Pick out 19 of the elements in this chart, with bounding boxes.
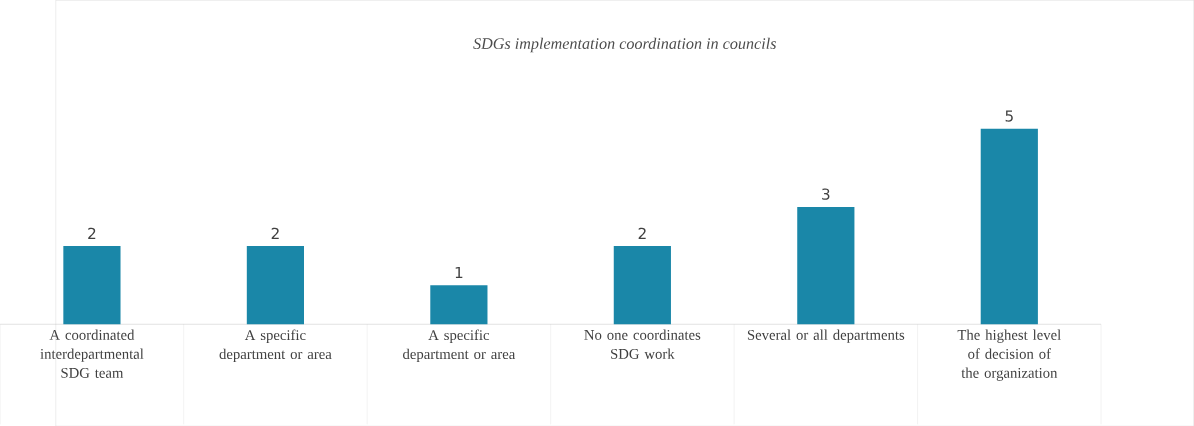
bar bbox=[980, 128, 1038, 325]
bar bbox=[797, 206, 855, 325]
data-label: 2 bbox=[638, 227, 646, 239]
x-tick-label: The highest level of decision of the organization bbox=[957, 329, 1061, 381]
x-tick-label: A coordinated interdepartmental SDG team bbox=[40, 329, 144, 378]
x-tick-label: A specific department or area bbox=[403, 329, 516, 362]
x-tick-label: No one coordinates SDG work bbox=[584, 329, 701, 359]
bar bbox=[246, 245, 304, 325]
bar bbox=[430, 284, 488, 325]
data-label: 2 bbox=[271, 227, 279, 239]
bar bbox=[63, 245, 121, 325]
data-label: 2 bbox=[88, 227, 96, 239]
data-label: 5 bbox=[1005, 110, 1013, 122]
chart-title: SDGs implementation coordination in councils bbox=[473, 37, 776, 53]
bar bbox=[613, 245, 671, 325]
data-label: 3 bbox=[822, 188, 830, 200]
x-tick-label: Several or all departments bbox=[747, 329, 905, 343]
data-label: 1 bbox=[455, 266, 463, 278]
x-tick-label: A specific department or area bbox=[219, 329, 332, 362]
